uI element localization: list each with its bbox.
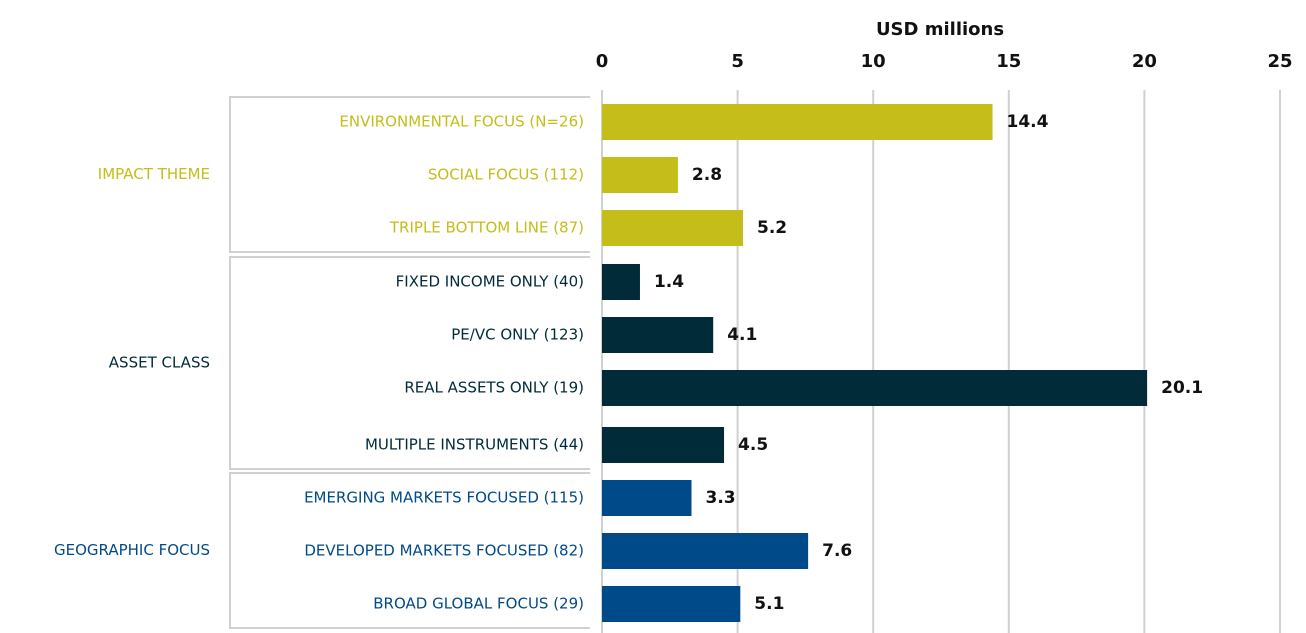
x-tick-label: 5 — [731, 51, 744, 72]
bar — [602, 157, 678, 193]
group-bracket — [229, 472, 590, 629]
bar — [602, 104, 993, 140]
group-label: ASSET CLASS — [109, 354, 210, 372]
group-label: IMPACT THEME — [98, 165, 210, 183]
value-label: 4.5 — [738, 435, 768, 455]
bar — [602, 210, 744, 246]
x-tick-label: 20 — [1132, 51, 1157, 72]
bar — [602, 317, 714, 353]
value-label: 20.1 — [1161, 378, 1203, 398]
x-tick-label: 0 — [596, 51, 609, 72]
value-label: 5.1 — [754, 594, 784, 614]
x-axis-label: USD millions — [876, 19, 1004, 40]
category-label: FIXED INCOME ONLY (40) — [396, 273, 584, 291]
value-label: 3.3 — [705, 488, 735, 508]
value-label: 2.8 — [692, 165, 722, 185]
category-label: MULTIPLE INSTRUMENTS (44) — [365, 436, 584, 454]
bar — [602, 586, 741, 622]
group-bracket — [229, 96, 590, 253]
bar — [602, 427, 725, 463]
category-label: BROAD GLOBAL FOCUS (29) — [373, 595, 584, 613]
category-label: REAL ASSETS ONLY (19) — [404, 379, 584, 397]
group-label: GEOGRAPHIC FOCUS — [54, 541, 210, 559]
category-label: EMERGING MARKETS FOCUSED (115) — [304, 489, 584, 507]
x-tick-label: 10 — [861, 51, 886, 72]
bar — [602, 480, 692, 516]
x-tick-label: 25 — [1267, 51, 1292, 72]
bar — [602, 533, 809, 569]
value-label: 4.1 — [727, 325, 757, 345]
category-label: DEVELOPED MARKETS FOCUSED (82) — [304, 542, 584, 560]
category-label: TRIPLE BOTTOM LINE (87) — [389, 219, 584, 237]
x-tick-label: 15 — [996, 51, 1021, 72]
value-label: 14.4 — [1007, 112, 1049, 132]
bar — [602, 264, 640, 300]
category-label: PE/VC ONLY (123) — [451, 326, 584, 344]
category-label: SOCIAL FOCUS (112) — [428, 166, 584, 184]
value-label: 5.2 — [757, 218, 787, 238]
value-label: 7.6 — [822, 541, 852, 561]
bar — [602, 370, 1148, 406]
value-label: 1.4 — [654, 272, 684, 292]
category-label: ENVIRONMENTAL FOCUS (N=26) — [339, 113, 584, 131]
group-bracket — [229, 256, 590, 470]
